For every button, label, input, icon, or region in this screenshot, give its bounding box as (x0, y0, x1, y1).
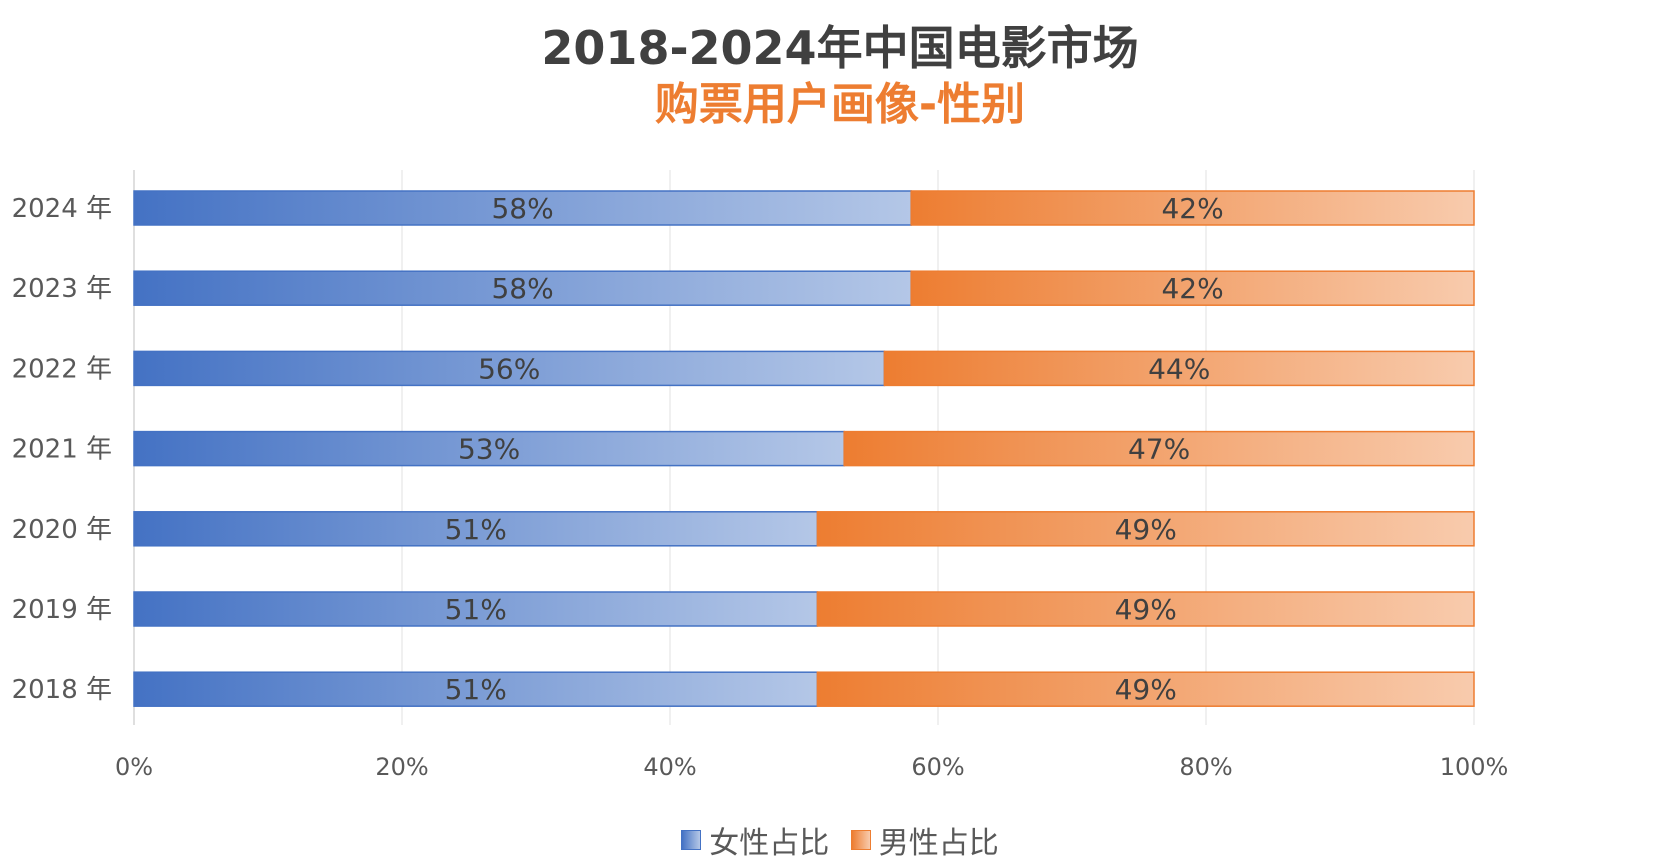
data-label-female: 51% (445, 593, 507, 626)
data-label-female: 58% (491, 192, 553, 225)
bar-male (843, 430, 1475, 467)
data-label-female: 51% (445, 513, 507, 546)
bars (133, 190, 1475, 707)
bar-female (133, 350, 886, 387)
data-label-female: 58% (491, 272, 553, 305)
legend: 女性占比 男性占比 (0, 818, 1680, 862)
bar-male (816, 671, 1475, 707)
data-label-female: 56% (478, 352, 540, 385)
legend-swatch-male (850, 830, 871, 850)
y-category-label: 2018 年 (12, 675, 112, 705)
data-label-female: 51% (445, 673, 507, 706)
x-tick-label: 60% (911, 753, 964, 781)
bar-male (883, 350, 1475, 387)
y-category-label: 2022 年 (12, 354, 112, 384)
bar-female (133, 430, 845, 467)
bar-female (133, 190, 912, 226)
bar-female (133, 671, 819, 707)
x-tick-label: 20% (375, 753, 428, 781)
legend-swatch-female (681, 830, 702, 850)
bar-female (133, 591, 819, 627)
y-category-label: 2021 年 (12, 435, 112, 465)
bar-male (816, 591, 1475, 627)
data-label-male: 49% (1115, 673, 1177, 706)
y-category-label: 2023 年 (12, 274, 112, 304)
legend-label-female: 女性占比 (709, 826, 830, 861)
x-tick-label: 100% (1440, 753, 1509, 781)
legend-item-male[interactable]: 男性占比 (850, 818, 999, 862)
y-category-label: 2019 年 (12, 595, 112, 625)
data-label-male: 49% (1115, 593, 1177, 626)
data-label-female: 53% (458, 433, 520, 466)
legend-label-male: 男性占比 (878, 826, 999, 861)
x-tick-label: 80% (1179, 753, 1232, 781)
x-tick-label: 40% (643, 753, 696, 781)
chart-subtitle: 购票用户画像-性别 (654, 79, 1026, 130)
data-label-male: 47% (1128, 433, 1190, 466)
bar-female (133, 270, 912, 306)
legend-item-female[interactable]: 女性占比 (681, 818, 829, 862)
data-label-male: 44% (1148, 352, 1210, 385)
data-label-male: 49% (1115, 513, 1177, 546)
data-label-male: 42% (1161, 192, 1223, 225)
x-tick-label: 0% (115, 753, 153, 781)
bar-male (910, 190, 1475, 226)
bar-female (133, 511, 819, 547)
chart-title: 2018-2024年中国电影市场 (541, 21, 1139, 75)
y-category-label: 2020 年 (12, 515, 112, 545)
bar-male (910, 270, 1475, 306)
labels: 0% 20% 40% 60% 80% 100% 2024 年 58% 42% 2023 年 58% 4… (12, 192, 1509, 781)
bar-male (816, 511, 1475, 547)
data-label-male: 42% (1161, 272, 1223, 305)
y-category-label: 2024 年 (12, 194, 112, 224)
